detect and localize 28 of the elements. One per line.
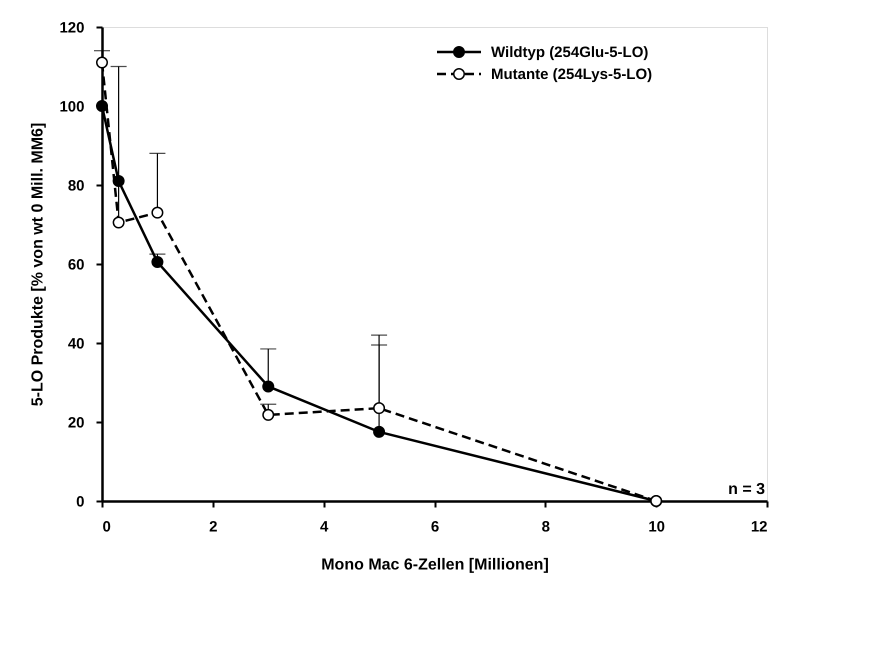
x-tick-label: 4: [320, 518, 329, 536]
y-tick-label: 80: [68, 178, 84, 194]
annotation: n = 3: [728, 481, 766, 498]
x-tick-label: 10: [648, 518, 666, 536]
point: [262, 380, 274, 392]
legend-label: Mutante (254Lys-5-LO): [491, 66, 652, 83]
point: [151, 256, 164, 268]
x-tick-label: 0: [102, 518, 111, 536]
point: [373, 426, 386, 438]
point: [262, 408, 274, 421]
legend-label: Wildtyp (254Glu-5-LO): [491, 44, 648, 61]
x-tick-label: 2: [209, 518, 218, 536]
y-axis-title: 5-LO Produkte [% von wt 0 Mill. MM6]: [29, 122, 46, 406]
y-tick-label: 100: [59, 98, 84, 116]
x-tick-label: 12: [750, 518, 768, 536]
point: [373, 402, 386, 414]
y-tick-label: 0: [76, 494, 84, 510]
x-tick-label: 8: [542, 518, 550, 536]
y-tick-label: 40: [68, 336, 84, 352]
point: [151, 206, 164, 219]
y-tick-label: 20: [68, 414, 84, 432]
point: [96, 100, 108, 112]
x-tick-label: 6: [430, 518, 440, 536]
y-tick-label: 120: [59, 20, 84, 36]
y-tick-label: 60: [68, 256, 84, 274]
x-axis-title: Mono Mac 6-Zellen [Millionen]: [321, 556, 549, 574]
point: [96, 56, 108, 69]
point: [112, 216, 125, 229]
